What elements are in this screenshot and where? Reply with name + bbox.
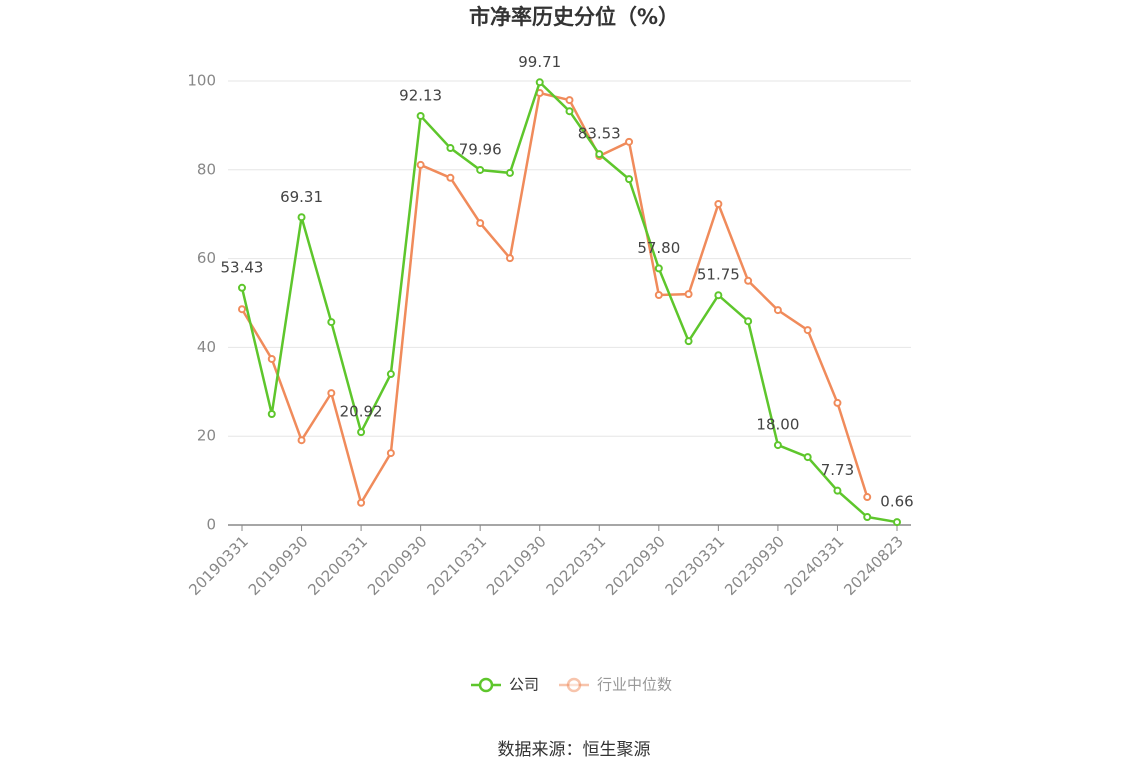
point bbox=[654, 264, 663, 273]
data-label: 53.43 bbox=[221, 258, 264, 276]
point bbox=[625, 137, 634, 146]
y-tick-label: 100 bbox=[187, 72, 216, 90]
x-tick-label: 20230930 bbox=[721, 532, 788, 599]
data-label: 20.92 bbox=[340, 403, 383, 421]
point bbox=[863, 493, 872, 502]
x-tick-label: 20220331 bbox=[543, 532, 610, 599]
x-tick-label: 20230331 bbox=[662, 532, 729, 599]
data-label: 51.75 bbox=[697, 266, 740, 284]
data-label: 0.66 bbox=[880, 493, 913, 511]
point bbox=[684, 337, 693, 346]
point bbox=[476, 219, 485, 228]
point bbox=[893, 518, 901, 527]
point bbox=[238, 305, 246, 314]
point bbox=[535, 78, 544, 87]
data-label: 69.31 bbox=[280, 188, 323, 206]
legend-item: 公司 bbox=[471, 676, 539, 694]
point bbox=[357, 428, 366, 437]
point bbox=[446, 144, 455, 153]
point bbox=[833, 398, 842, 407]
point bbox=[416, 160, 425, 169]
point bbox=[297, 436, 306, 445]
x-tick-label: 20210930 bbox=[483, 532, 550, 599]
data-label: 92.13 bbox=[399, 86, 442, 104]
x-tick-label: 20190930 bbox=[245, 532, 312, 599]
point bbox=[476, 165, 485, 174]
point bbox=[267, 354, 276, 363]
point bbox=[625, 175, 634, 184]
point bbox=[267, 410, 276, 418]
point bbox=[595, 150, 604, 159]
point bbox=[505, 168, 514, 177]
point bbox=[684, 290, 693, 299]
legend-marker bbox=[478, 677, 494, 693]
x-tick-label: 20200331 bbox=[304, 532, 371, 599]
point bbox=[714, 291, 723, 300]
point bbox=[773, 306, 782, 315]
x-tick-label: 20210331 bbox=[423, 532, 490, 599]
legend-marker bbox=[566, 677, 582, 693]
point bbox=[744, 317, 753, 326]
legend-item: 行业中位数 bbox=[559, 676, 672, 694]
x-tick-label: 20200930 bbox=[364, 532, 431, 599]
point bbox=[386, 370, 395, 379]
y-tick-label: 80 bbox=[197, 160, 216, 178]
source: 数据来源：恒生聚源 bbox=[498, 740, 651, 760]
data-label: 99.71 bbox=[518, 53, 561, 71]
point bbox=[357, 498, 366, 507]
point bbox=[565, 107, 574, 116]
y-tick-label: 40 bbox=[197, 338, 216, 356]
data-label: 7.73 bbox=[821, 461, 854, 479]
point bbox=[863, 513, 872, 522]
point bbox=[386, 449, 395, 458]
point bbox=[773, 441, 782, 450]
x-tick-label: 20220930 bbox=[602, 532, 669, 599]
chart-title: 市净率历史分位（%） bbox=[469, 5, 679, 29]
point bbox=[833, 486, 842, 495]
x-tick-label: 20240823 bbox=[840, 532, 907, 599]
legend-label: 公司 bbox=[509, 676, 539, 694]
series-line bbox=[240, 91, 869, 506]
point bbox=[446, 173, 455, 182]
point bbox=[803, 453, 812, 462]
data-label: 18.00 bbox=[756, 416, 799, 434]
point bbox=[744, 276, 753, 285]
point bbox=[416, 111, 425, 120]
data-label: 79.96 bbox=[459, 140, 502, 158]
y-tick-label: 20 bbox=[197, 427, 216, 445]
point bbox=[803, 326, 812, 335]
point bbox=[297, 213, 306, 222]
x-tick-label: 20190331 bbox=[185, 532, 252, 599]
legend-label: 行业中位数 bbox=[597, 676, 672, 694]
y-tick-label: 0 bbox=[206, 516, 216, 534]
point bbox=[654, 291, 663, 300]
x-tick-label: 20240331 bbox=[781, 532, 848, 599]
data-label: 83.53 bbox=[578, 125, 621, 143]
series-line bbox=[240, 79, 898, 524]
data-label: 57.80 bbox=[637, 239, 680, 257]
point bbox=[505, 254, 514, 263]
point bbox=[565, 96, 574, 105]
point bbox=[238, 283, 246, 292]
y-tick-label: 60 bbox=[197, 249, 216, 267]
point bbox=[327, 389, 336, 398]
point bbox=[714, 199, 723, 208]
point bbox=[327, 318, 336, 327]
